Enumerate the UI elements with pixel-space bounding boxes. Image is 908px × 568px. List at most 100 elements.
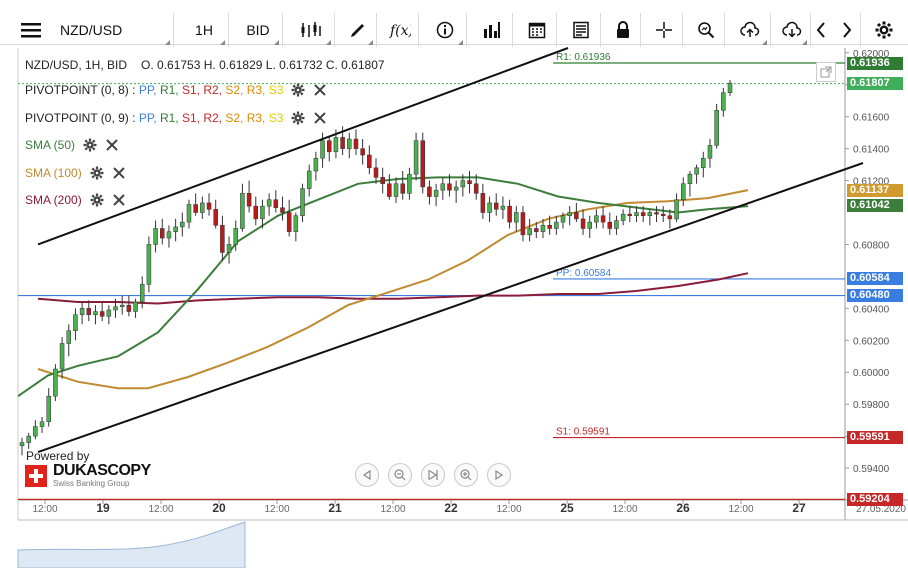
candle — [373, 158, 379, 184]
close-icon[interactable] — [313, 83, 327, 97]
timeframe-select[interactable]: 1H — [180, 13, 229, 47]
lock-button[interactable] — [606, 13, 641, 47]
candle-body — [193, 204, 198, 213]
candle-body — [674, 199, 679, 220]
candle-body — [153, 228, 158, 245]
indicators-button[interactable] — [472, 13, 513, 47]
info-button[interactable] — [424, 13, 467, 47]
download-icon — [782, 21, 802, 38]
candle — [286, 199, 292, 237]
gear-icon[interactable] — [90, 166, 104, 180]
zoom-in-button[interactable] — [454, 463, 478, 487]
candle-body — [240, 193, 245, 229]
candle — [620, 209, 626, 226]
candle-body — [487, 202, 492, 213]
y-tick-label: 0.60800 — [853, 240, 890, 251]
legend-item-r3: R3, — [246, 83, 269, 97]
settings-button[interactable] — [866, 13, 902, 47]
close-icon[interactable] — [105, 138, 119, 152]
candle — [413, 132, 419, 181]
candle-body — [727, 82, 733, 93]
symbol-select[interactable]: NZD/USD — [54, 13, 174, 47]
close-icon[interactable] — [313, 111, 327, 125]
legend-row: PIVOTPOINT (0, 9) : PP, R1, S1, R2, S2, … — [25, 111, 327, 125]
draw-button[interactable] — [340, 13, 377, 47]
legend-row: SMA (100) — [25, 166, 126, 180]
side-select[interactable]: BID — [234, 13, 283, 47]
candle — [614, 215, 619, 235]
zoom-out-button[interactable] — [388, 463, 412, 487]
zoom-icon — [698, 22, 715, 39]
upload-button[interactable] — [730, 13, 771, 47]
scroll-right-button[interactable] — [834, 13, 861, 47]
candle — [66, 324, 72, 357]
close-icon[interactable] — [112, 166, 126, 180]
candle-body — [86, 308, 92, 315]
candle-body — [594, 215, 599, 223]
crosshair-button[interactable] — [646, 13, 683, 47]
candle — [680, 177, 686, 207]
candle-body — [133, 301, 138, 312]
candle-body — [420, 140, 426, 188]
candle — [126, 295, 132, 317]
popout-button[interactable] — [816, 62, 836, 82]
candle-body — [447, 183, 452, 191]
candle — [654, 206, 659, 223]
legend-row: SMA (50) — [25, 138, 119, 152]
reset-view-button[interactable] — [421, 463, 445, 487]
gear-icon[interactable] — [83, 138, 97, 152]
candle-body — [587, 221, 592, 229]
candle-body — [353, 138, 359, 149]
candle-body — [620, 213, 626, 221]
candle — [721, 87, 726, 117]
zoom-button[interactable] — [688, 13, 725, 47]
navigator-area — [17, 521, 246, 568]
candle — [326, 135, 332, 162]
candle — [407, 167, 412, 200]
chart-type-button[interactable] — [288, 13, 335, 47]
legend-name: SMA (200) — [25, 193, 82, 207]
gear-icon[interactable] — [291, 111, 305, 125]
legend-row: PIVOTPOINT (0, 8) : PP, R1, S1, R2, S2, … — [25, 83, 327, 97]
x-tick-label: 20 — [212, 501, 226, 515]
pan-left-button[interactable] — [355, 463, 379, 487]
candle-body — [253, 205, 259, 220]
x-tick-label: 12:00 — [32, 504, 57, 515]
candle — [146, 236, 152, 293]
candle — [53, 364, 58, 401]
legend-item-s3: S3 — [268, 111, 284, 125]
pan-right-button[interactable] — [487, 463, 511, 487]
candle-body — [427, 186, 432, 197]
layout-button[interactable] — [562, 13, 601, 47]
close-icon[interactable] — [112, 193, 126, 207]
triangle-right-icon — [495, 470, 504, 480]
candle-body — [273, 199, 279, 208]
candle — [367, 145, 372, 175]
candle — [360, 139, 365, 165]
candle — [260, 199, 265, 229]
gear-icon[interactable] — [90, 193, 104, 207]
gear-icon[interactable] — [291, 83, 305, 97]
candles — [19, 79, 733, 456]
candle — [453, 180, 459, 203]
brand-name: DUKASCOPY — [53, 462, 151, 479]
x-tick-label: 12:00 — [264, 504, 289, 515]
candle-body — [166, 231, 172, 239]
swiss-cross-icon — [25, 464, 47, 487]
menu-button[interactable] — [14, 13, 48, 47]
candle-body — [433, 189, 439, 197]
sma-50-line — [17, 176, 749, 398]
download-button[interactable] — [774, 13, 811, 47]
x-tick-label: 22 — [444, 501, 458, 515]
legend-controls — [291, 83, 327, 97]
candle — [560, 212, 566, 229]
candle — [213, 199, 218, 229]
calendar-button[interactable] — [518, 13, 557, 47]
candle-body — [473, 183, 479, 194]
scroll-left-button[interactable] — [810, 13, 832, 47]
chart-header: NZD/USD, 1H, BID O. 0.61753 H. 0.61829 L… — [25, 58, 385, 72]
function-button[interactable]: f(x) — [382, 13, 419, 47]
candle-body — [614, 220, 619, 229]
candle — [246, 180, 252, 213]
